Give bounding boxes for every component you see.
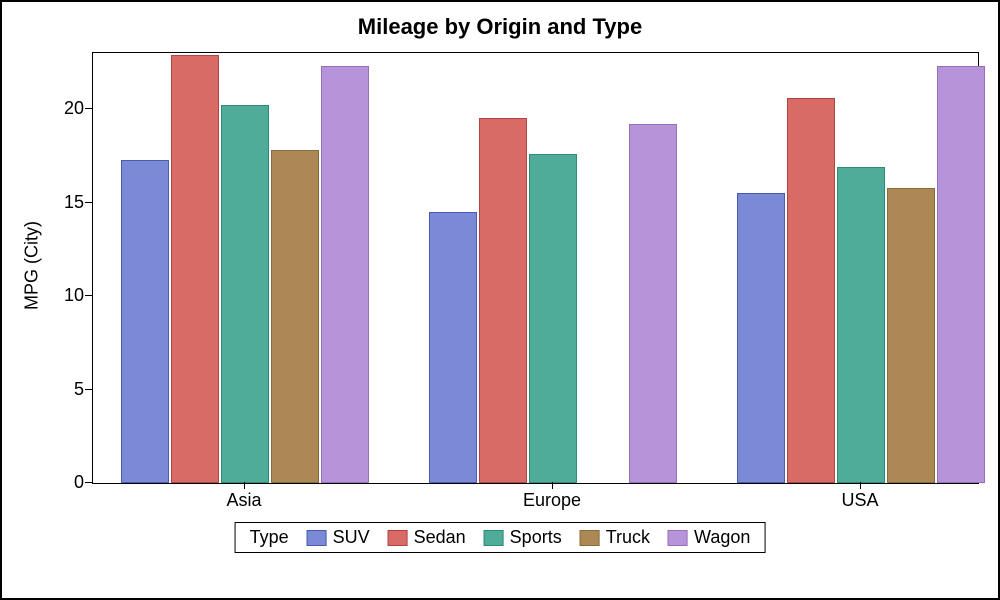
y-tick-mark	[85, 482, 92, 483]
bar-europe-sports	[529, 154, 577, 483]
y-tick-label: 20	[44, 98, 84, 119]
bar-usa-wagon	[937, 66, 985, 483]
chart-title: Mileage by Origin and Type	[2, 14, 998, 40]
x-category-label: Asia	[120, 490, 368, 511]
legend-swatch	[580, 530, 600, 546]
bar-usa-sports	[837, 167, 885, 483]
y-axis-label: MPG (City)	[22, 51, 43, 481]
chart-outer-frame: Mileage by Origin and Type MPG (City) Ty…	[0, 0, 1000, 600]
legend-label: Sedan	[414, 527, 466, 548]
bar-asia-truck	[271, 150, 319, 483]
y-tick-mark	[85, 108, 92, 109]
bar-asia-wagon	[321, 66, 369, 483]
legend-title: Type	[250, 527, 289, 548]
plot-area	[92, 52, 979, 484]
bar-asia-sedan	[171, 55, 219, 483]
legend-label: SUV	[333, 527, 370, 548]
legend-item-wagon: Wagon	[668, 527, 750, 548]
x-category-label: USA	[736, 490, 984, 511]
legend: Type SUV Sedan Sports Truck Wagon	[235, 522, 766, 553]
legend-item-truck: Truck	[580, 527, 650, 548]
legend-item-suv: SUV	[307, 527, 370, 548]
y-tick-label: 10	[44, 285, 84, 306]
x-tick-mark	[860, 482, 861, 489]
y-tick-label: 0	[44, 472, 84, 493]
x-tick-mark	[552, 482, 553, 489]
legend-item-sports: Sports	[484, 527, 562, 548]
bar-usa-truck	[887, 188, 935, 483]
bar-europe-sedan	[479, 118, 527, 483]
legend-label: Sports	[510, 527, 562, 548]
bar-asia-suv	[121, 160, 169, 483]
bar-asia-sports	[221, 105, 269, 483]
bar-europe-suv	[429, 212, 477, 483]
y-tick-mark	[85, 389, 92, 390]
y-tick-label: 5	[44, 379, 84, 400]
bar-europe-wagon	[629, 124, 677, 483]
x-tick-mark	[244, 482, 245, 489]
bar-usa-sedan	[787, 98, 835, 483]
y-tick-mark	[85, 202, 92, 203]
legend-label: Wagon	[694, 527, 750, 548]
legend-item-sedan: Sedan	[388, 527, 466, 548]
legend-swatch	[307, 530, 327, 546]
y-tick-mark	[85, 295, 92, 296]
legend-label: Truck	[606, 527, 650, 548]
legend-swatch	[484, 530, 504, 546]
y-tick-label: 15	[44, 192, 84, 213]
legend-swatch	[388, 530, 408, 546]
legend-swatch	[668, 530, 688, 546]
x-category-label: Europe	[428, 490, 676, 511]
bar-usa-suv	[737, 193, 785, 483]
